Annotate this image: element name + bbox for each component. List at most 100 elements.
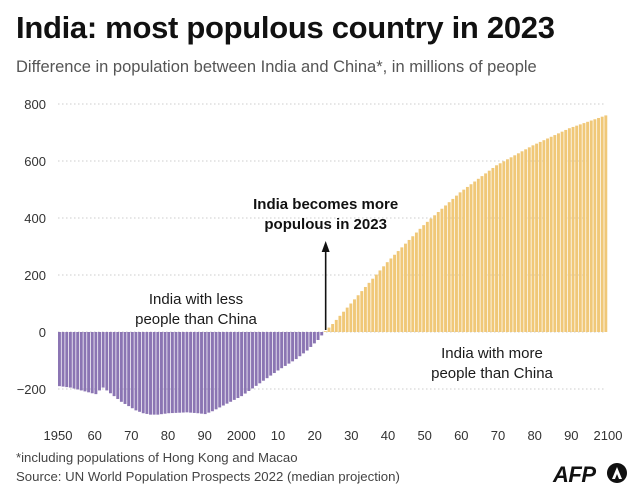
bar-1971 <box>134 332 138 411</box>
bar-2047 <box>411 236 415 332</box>
bar-1997 <box>229 332 233 402</box>
x-tick-label: 80 <box>161 428 175 443</box>
bars <box>58 115 608 415</box>
bar-2042 <box>393 254 397 332</box>
bar-2022 <box>320 332 324 336</box>
bar-2021 <box>316 332 320 340</box>
bar-2002 <box>247 332 251 391</box>
bar-2075 <box>513 155 517 332</box>
bar-2030 <box>349 303 353 332</box>
crossover-annotation-line2: populous in 2023 <box>264 216 387 233</box>
bar-1994 <box>218 332 222 408</box>
bar-2001 <box>243 332 247 394</box>
bar-1970 <box>130 332 134 409</box>
bar-2067 <box>484 173 488 332</box>
bar-1976 <box>152 332 156 415</box>
bar-1979 <box>163 332 167 414</box>
bar-2003 <box>251 332 254 389</box>
bar-2070 <box>495 165 498 332</box>
bar-1968 <box>123 332 127 404</box>
bar-1959 <box>90 332 94 394</box>
afp-logo-mark-icon <box>606 463 627 483</box>
less-annotation-line2: people than China <box>135 311 257 328</box>
x-tick-label: 2000 <box>227 428 256 443</box>
bar-2041 <box>389 258 393 332</box>
bar-2063 <box>469 184 473 332</box>
bar-2006 <box>261 332 265 381</box>
bar-2060 <box>458 192 462 332</box>
bar-2000 <box>240 332 244 397</box>
bar-2016 <box>298 332 302 357</box>
crossover-annotation-line1: India becomes more <box>253 196 398 213</box>
bar-2031 <box>353 299 356 332</box>
bar-2100 <box>604 115 608 333</box>
bar-1974 <box>145 332 149 414</box>
bar-2035 <box>367 282 371 332</box>
bar-1998 <box>232 332 236 400</box>
bar-2025 <box>331 324 335 332</box>
bar-1977 <box>156 332 160 415</box>
bar-2094 <box>582 123 586 332</box>
bar-2048 <box>414 232 418 332</box>
bar-1975 <box>149 332 152 415</box>
bar-1969 <box>127 332 131 407</box>
bar-1972 <box>138 332 142 412</box>
footnote: *including populations of Hong Kong and … <box>16 450 298 465</box>
bar-2077 <box>520 151 524 332</box>
bar-2073 <box>506 159 509 332</box>
bar-2059 <box>455 195 458 332</box>
bar-1953 <box>68 332 72 388</box>
bar-2064 <box>473 181 477 332</box>
bar-2066 <box>480 176 484 332</box>
bar-1956 <box>79 332 83 391</box>
chart-title: India: most populous country in 2023 <box>16 10 555 45</box>
bar-1973 <box>141 332 145 414</box>
bar-2038 <box>378 270 382 332</box>
bar-2092 <box>575 125 579 332</box>
bar-2056 <box>444 205 447 332</box>
bar-1991 <box>207 332 211 413</box>
bar-2058 <box>451 198 455 332</box>
bar-2029 <box>345 307 349 332</box>
bar-1982 <box>174 332 178 413</box>
bar-2008 <box>269 332 273 376</box>
bar-2091 <box>571 126 575 332</box>
bar-2065 <box>476 178 480 332</box>
bar-2084 <box>546 138 549 332</box>
bar-1957 <box>83 332 87 392</box>
bar-2028 <box>342 311 346 332</box>
bar-1989 <box>200 332 203 414</box>
bar-1990 <box>203 332 207 415</box>
y-tick-label: −200 <box>17 382 46 397</box>
bar-1988 <box>196 332 200 414</box>
bar-1964 <box>108 332 112 394</box>
bar-1963 <box>105 332 109 391</box>
afp-logo: AFP <box>553 462 596 487</box>
bar-1987 <box>192 332 196 413</box>
bar-2076 <box>516 153 520 332</box>
bar-1996 <box>225 332 229 404</box>
bar-2082 <box>538 141 542 332</box>
bar-2034 <box>363 286 367 332</box>
y-tick-label: 600 <box>24 154 46 169</box>
bar-1983 <box>178 332 182 413</box>
bar-1999 <box>236 332 240 399</box>
bar-1950 <box>58 332 61 387</box>
bar-2072 <box>502 161 506 332</box>
bar-2081 <box>535 143 539 332</box>
bar-2036 <box>371 278 375 332</box>
bar-2040 <box>385 262 389 332</box>
bar-1984 <box>181 332 185 413</box>
x-tick-label: 80 <box>527 428 541 443</box>
bar-2009 <box>272 332 276 374</box>
x-tick-label: 50 <box>417 428 431 443</box>
bar-2053 <box>433 215 437 332</box>
bar-2017 <box>302 332 305 354</box>
bar-2014 <box>291 332 295 362</box>
bar-2045 <box>404 243 407 332</box>
crossover-arrow-head <box>321 241 330 252</box>
bar-2055 <box>440 208 444 332</box>
bar-1980 <box>167 332 171 414</box>
y-tick-label: 400 <box>24 211 46 226</box>
bar-2099 <box>600 116 604 333</box>
